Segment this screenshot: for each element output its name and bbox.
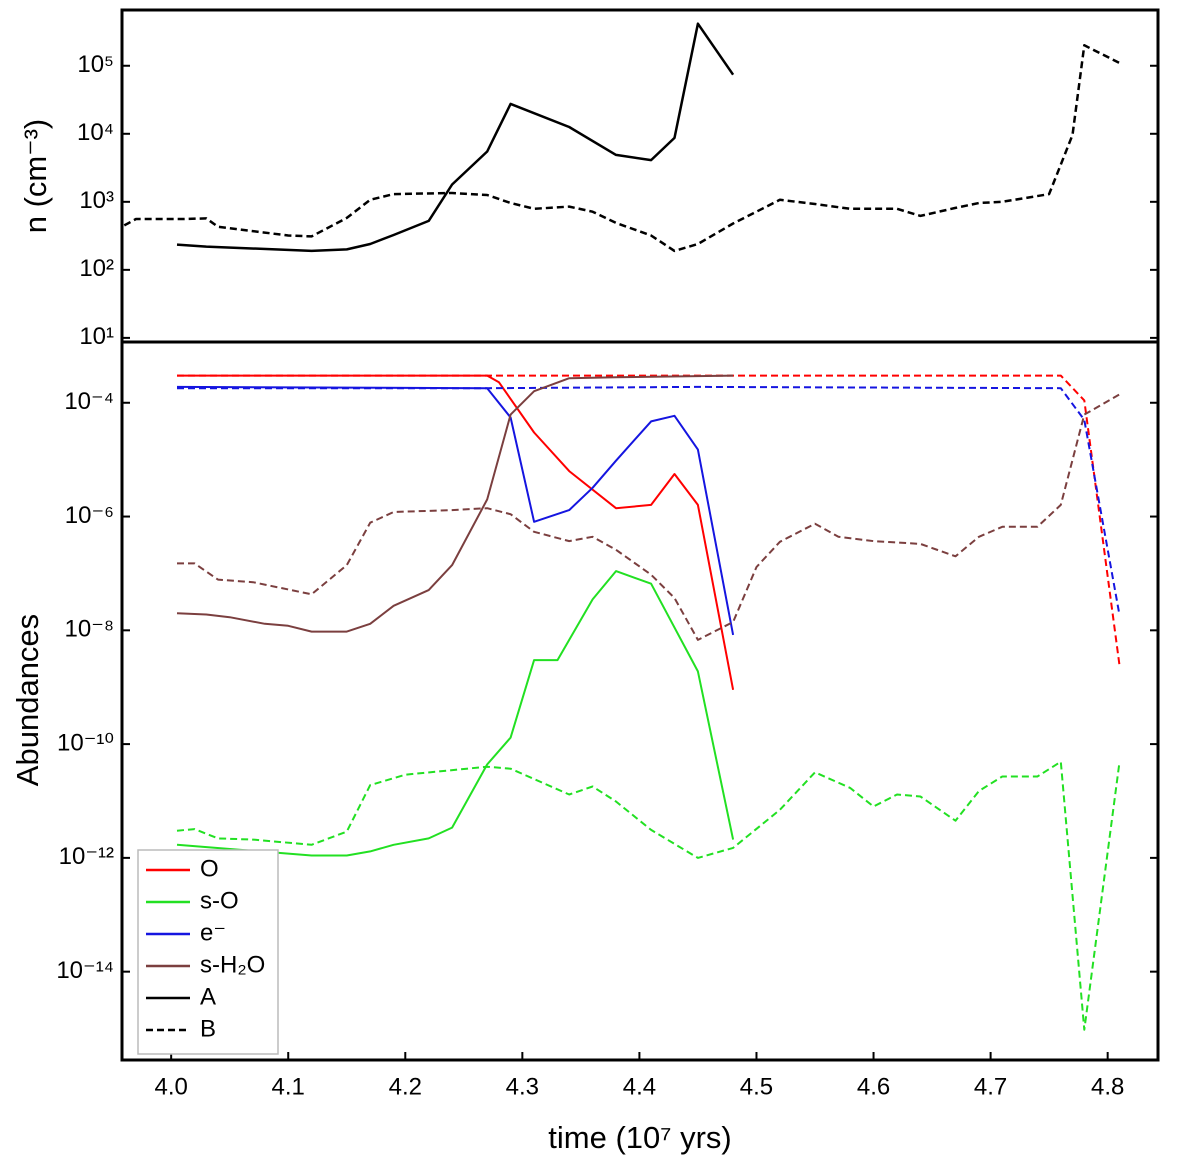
- series-line: [123, 44, 1120, 253]
- x-tick-label: 4.7: [974, 1073, 1007, 1100]
- series-line: [177, 385, 1121, 615]
- series-line: [176, 760, 1121, 1031]
- series-line: [176, 385, 735, 636]
- x-tick-label: 4.3: [506, 1073, 539, 1100]
- legend-box: [137, 849, 279, 1055]
- y-tick-label: 10⁻¹²: [59, 843, 114, 870]
- plot-frame: [120, 8, 1160, 344]
- y-axis-label: n (cm⁻³): [18, 119, 53, 234]
- x-axis-label: time (10⁷ yrs): [548, 1120, 731, 1155]
- y-tick-label: 10⁻¹⁰: [57, 729, 114, 756]
- legend-label: s-H₂O: [200, 951, 265, 978]
- series-line: [177, 393, 1120, 641]
- series-line: [176, 570, 735, 857]
- y-tick-label: 10⁻⁶: [65, 502, 114, 529]
- series-line: [177, 374, 1121, 665]
- y-tick-label: 10⁻⁸: [65, 616, 115, 643]
- legend-label: O: [200, 855, 219, 882]
- y-tick-label: 10⁵: [77, 51, 114, 78]
- legend-label: e⁻: [200, 919, 226, 946]
- y-axis-label: Abundances: [10, 614, 45, 786]
- x-tick-label: 4.5: [740, 1073, 773, 1100]
- y-tick-label: 10⁻⁴: [64, 388, 114, 415]
- y-tick-label: 10⁴: [77, 119, 114, 146]
- x-tick-label: 4.6: [857, 1073, 890, 1100]
- x-tick-label: 4.2: [389, 1073, 422, 1100]
- series-line: [177, 374, 735, 690]
- x-tick-label: 4.8: [1091, 1073, 1124, 1100]
- legend-label: s-O: [200, 887, 239, 914]
- series-line: [176, 374, 734, 633]
- series-line: [176, 22, 735, 253]
- y-tick-label: 10⁻¹⁴: [56, 957, 114, 984]
- x-tick-label: 4.1: [272, 1073, 305, 1100]
- x-tick-label: 4.4: [623, 1073, 656, 1100]
- legend-label: B: [200, 1015, 216, 1042]
- legend-label: A: [200, 983, 216, 1010]
- x-tick-label: 4.0: [154, 1073, 187, 1100]
- y-tick-label: 10¹: [79, 323, 114, 350]
- y-tick-label: 10³: [79, 187, 114, 214]
- y-tick-label: 10²: [79, 255, 114, 282]
